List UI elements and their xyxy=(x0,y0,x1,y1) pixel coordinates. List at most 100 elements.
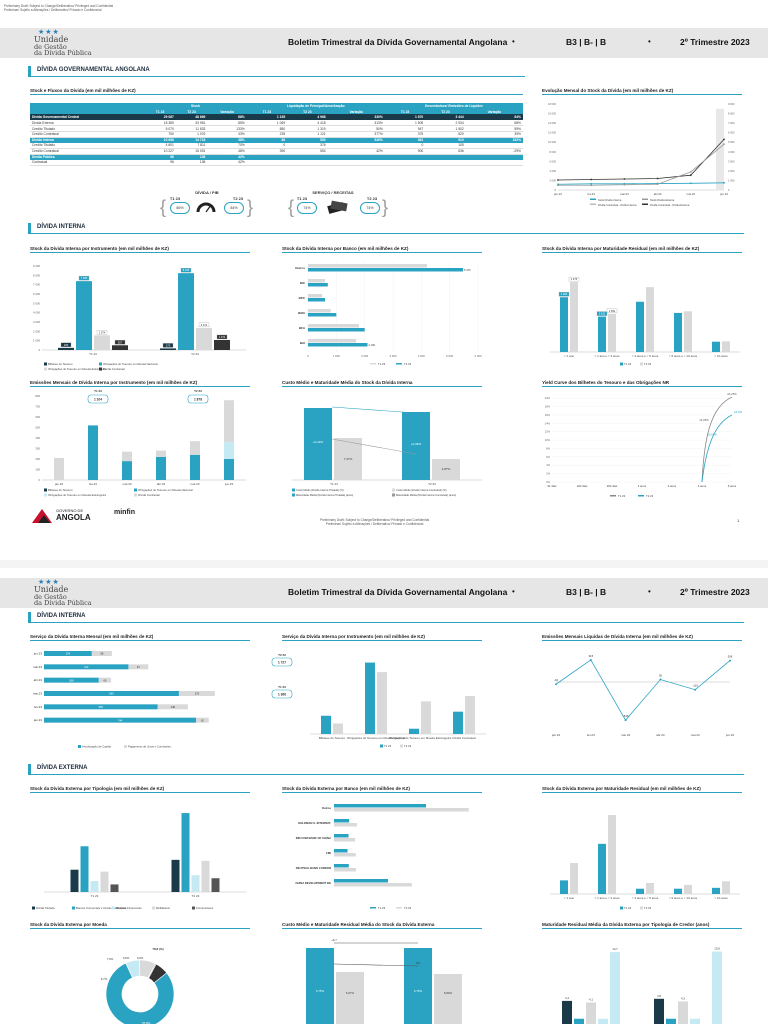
total-pill xyxy=(271,689,293,699)
y-tick-label: BFA xyxy=(299,326,306,330)
table-cell: 59% xyxy=(465,125,523,132)
bulletin-title: Boletim Trimestral da Dívida Governament… xyxy=(288,37,508,47)
ratio-debt-pib: DÍVIDA / PIB xyxy=(195,190,219,195)
y-tick-label: 12% xyxy=(545,430,551,434)
page-1: Preliminary Draft: Subject to Change/Del… xyxy=(0,4,768,526)
x-tick-label: 364 dias xyxy=(607,484,618,488)
period: 2º Trimestre 2023 xyxy=(680,37,750,47)
series-line xyxy=(555,659,731,721)
row-label: Dívida Governamental Central xyxy=(30,114,145,121)
legend-swatch xyxy=(620,906,623,910)
y-tick-label: DEUTSCH BANK LONDON xyxy=(296,866,331,870)
table-cell xyxy=(30,103,145,109)
data-label: 1 592 xyxy=(609,309,616,313)
data-label: 2 282 xyxy=(561,292,568,296)
table-cell: 377% xyxy=(327,131,385,138)
legend-swatch xyxy=(292,493,295,497)
y2-tick-label: 4 000 xyxy=(728,150,735,154)
footer-note: Preliminary Draft: Subject to Change/Del… xyxy=(320,518,430,526)
bar xyxy=(44,651,92,656)
data-label: 6,07% xyxy=(346,991,354,995)
series-line xyxy=(557,182,725,185)
bar xyxy=(88,425,98,480)
series-point xyxy=(623,183,626,186)
data-label: 10,65% xyxy=(707,432,717,436)
bar xyxy=(610,952,620,1024)
service-t1: 74% xyxy=(297,202,317,214)
stock-table-title: Stock e Fluxos da Dívida (em mil milhões… xyxy=(30,88,523,95)
legend-swatch xyxy=(392,493,395,497)
x-tick-label: 3 000 xyxy=(390,354,397,358)
legend-swatch xyxy=(640,906,643,910)
bar xyxy=(304,408,332,480)
bar xyxy=(58,347,74,350)
bar xyxy=(722,881,730,894)
table-cell: 5 070 xyxy=(144,125,176,132)
table-cell: 910 xyxy=(425,137,466,143)
legend-label: Stock Dívida Interna xyxy=(598,198,622,202)
table-cell: 1 319 xyxy=(287,125,328,132)
total-value: 1 878 xyxy=(194,398,202,402)
x-tick-label: Bilhetes do Tesouro xyxy=(319,736,346,740)
series-point xyxy=(589,658,592,661)
udp-logo: ★★★ Unidade de Gestão da Dívida Pública xyxy=(34,579,92,607)
bar xyxy=(674,888,682,894)
table-row: Dívida Governamental Central 29 087 48 669… xyxy=(30,114,523,121)
series-line xyxy=(701,396,733,483)
bar xyxy=(44,677,99,683)
x-tick-label: abr.23 xyxy=(654,192,662,196)
y-tick-label: 0 xyxy=(38,478,40,482)
legend-swatch xyxy=(44,362,47,366)
series-point xyxy=(694,688,697,691)
bar xyxy=(308,324,359,328)
series-line xyxy=(331,406,417,414)
y-tick-label: abr.23 xyxy=(34,678,43,682)
bar xyxy=(224,459,234,480)
legend-label: Multilateral xyxy=(156,906,170,910)
table-cell: 3 444 xyxy=(425,114,466,121)
table-col-label: T2 23 xyxy=(175,108,208,115)
table-cell: 10 698 xyxy=(144,137,176,143)
cost-chart-title: Custo Médio e Maturidade Média do Stock … xyxy=(282,380,482,387)
pie-total-label: 78,8 (%) xyxy=(152,947,163,951)
bar xyxy=(190,441,200,455)
bar xyxy=(44,704,158,710)
legend-label: Bilhetes do Tesouro xyxy=(48,488,73,492)
y-tick-label: IND.COM.BANK OF CHINA xyxy=(296,836,331,840)
bar xyxy=(44,717,197,723)
legend-swatch xyxy=(152,906,155,910)
x-tick-label: 2 000 xyxy=(361,354,368,358)
legend-label: Obrigações do Tesouro em Moeda Nacional xyxy=(138,488,193,492)
pie-slice xyxy=(148,963,168,984)
total-period-label: T1 23 xyxy=(278,685,286,689)
table-cell xyxy=(465,154,523,160)
legend-swatch xyxy=(72,906,75,910)
bar xyxy=(684,884,692,894)
x-tick-label: mai.23 xyxy=(687,192,696,196)
data-label: 16,0% xyxy=(734,410,742,414)
table-cell: 900 xyxy=(384,148,426,155)
bar xyxy=(122,461,132,480)
table-cell: 520 xyxy=(425,131,466,138)
bar xyxy=(196,717,209,723)
total-value: 1 366 xyxy=(278,692,286,696)
table-cell: 235 xyxy=(246,131,288,138)
y-tick-label: 4 000 xyxy=(33,311,40,315)
legend-label: T1 23 xyxy=(618,494,626,498)
instr-chart: 0 1 000 2 000 3 000 4 000 5 000 6 000 7 000 8 00… xyxy=(33,264,246,371)
bar xyxy=(336,972,364,1024)
bar xyxy=(91,651,112,656)
y-tick-label: 1 000 xyxy=(33,339,40,343)
table-cell: 85% xyxy=(207,120,247,127)
series-line xyxy=(557,139,725,181)
legend-swatch xyxy=(112,906,115,910)
data-label: 0,3% xyxy=(137,956,144,960)
bar xyxy=(365,662,375,734)
bar xyxy=(308,328,365,332)
y-tick-label: 4 000 xyxy=(550,169,557,173)
table-cell: 7 811 xyxy=(175,142,208,149)
bar xyxy=(100,871,109,892)
legend-label: Dívida Contratual - Dívida Interna xyxy=(598,203,637,207)
x-tick-label: > 3 anos e < 5 anos xyxy=(632,896,659,900)
